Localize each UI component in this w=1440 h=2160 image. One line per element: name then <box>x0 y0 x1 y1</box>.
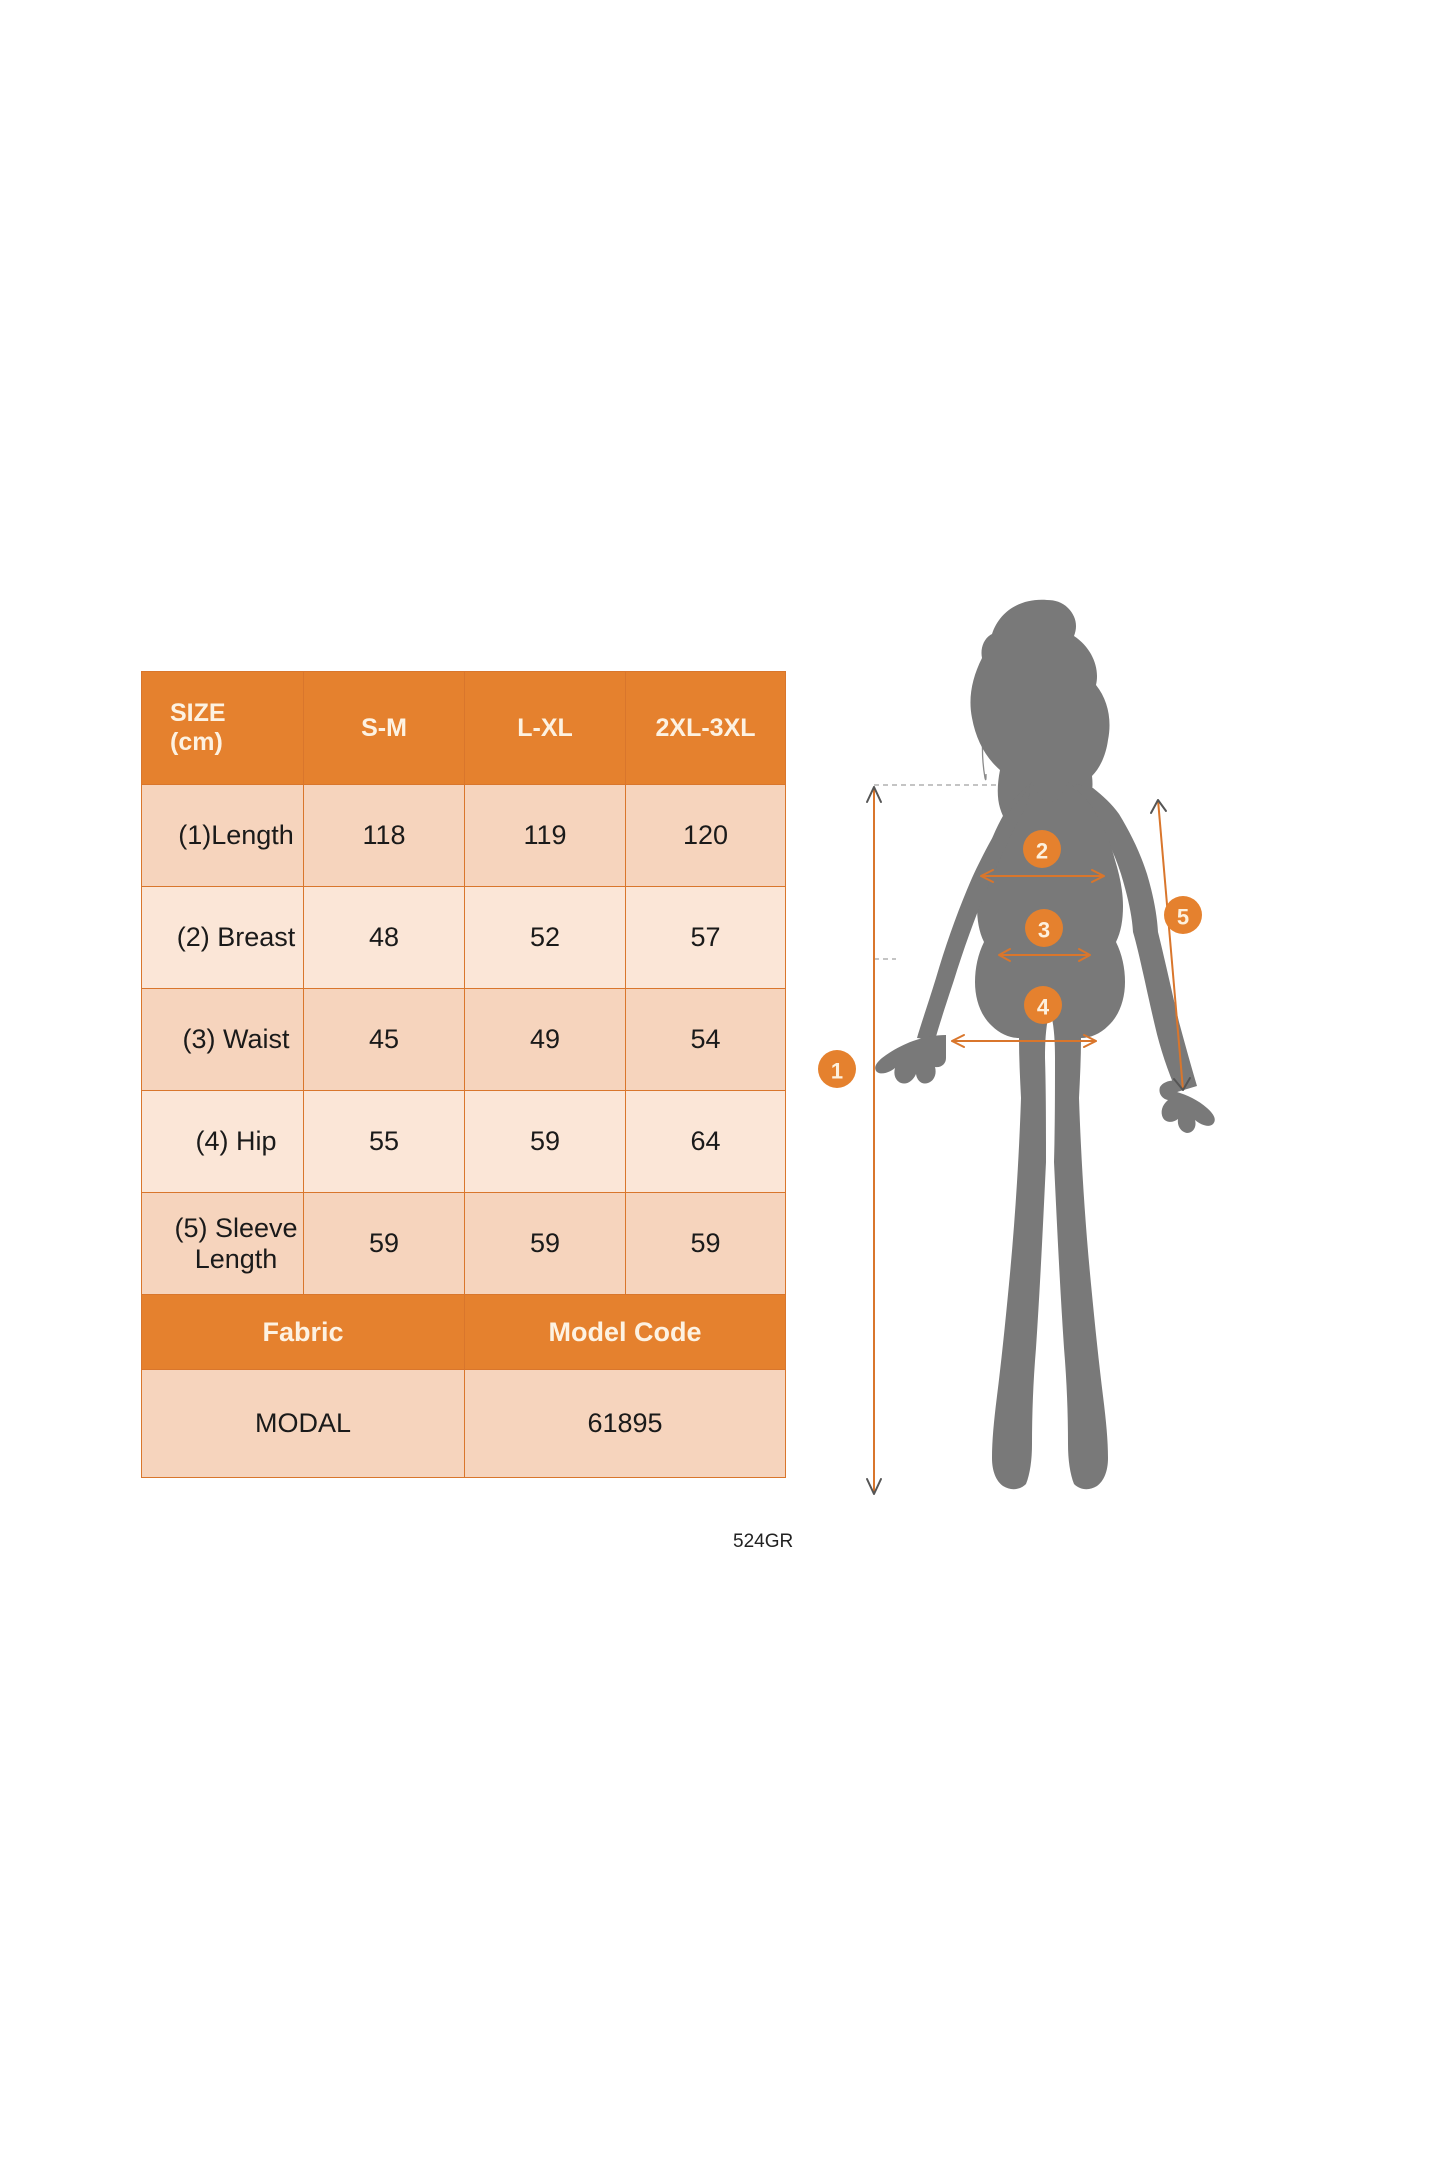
svg-text:4: 4 <box>1037 995 1050 1020</box>
svg-text:5: 5 <box>1177 905 1189 930</box>
svg-text:3: 3 <box>1038 918 1050 943</box>
svg-text:2: 2 <box>1036 839 1048 864</box>
svg-text:1: 1 <box>831 1059 843 1084</box>
